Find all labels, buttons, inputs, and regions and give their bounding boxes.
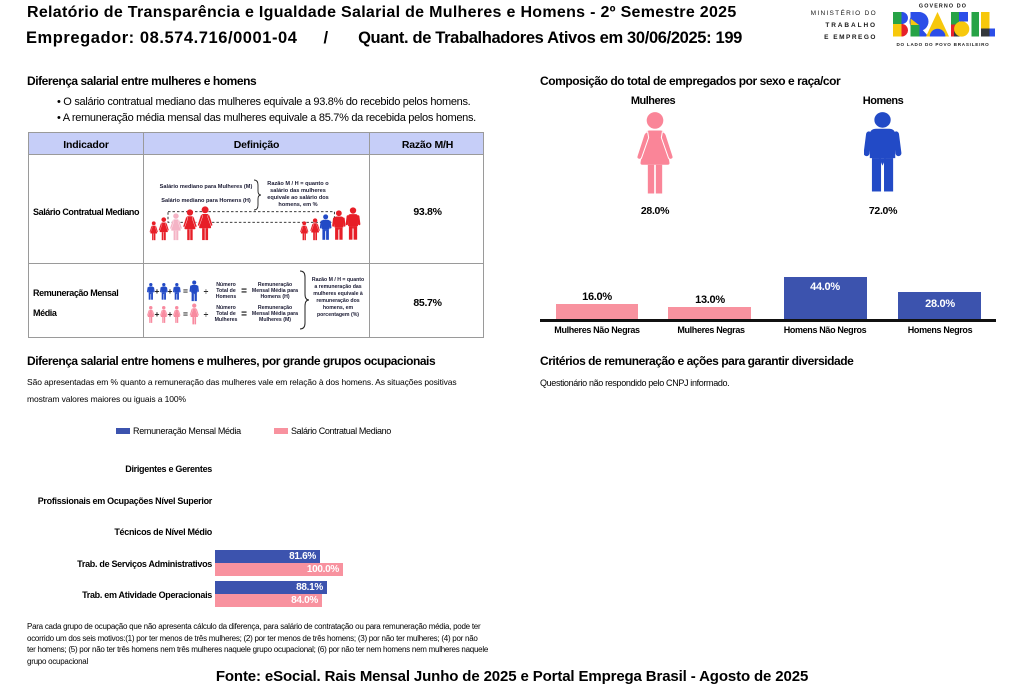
svg-text:porcentagem (%): porcentagem (%) [317, 312, 359, 318]
svg-text:a remuneração das: a remuneração das [314, 284, 361, 290]
svg-text:Remuneração: Remuneração [258, 282, 292, 288]
svg-text:Razão M / H = quanto: Razão M / H = quanto [312, 277, 364, 283]
svg-text:=: = [241, 286, 247, 297]
svg-text:Razão M / H = quanto o: Razão M / H = quanto o [267, 181, 329, 187]
svg-text:homens, em: homens, em [323, 305, 354, 311]
svg-text:Remuneração: Remuneração [258, 305, 292, 311]
svg-text:Homens: Homens [216, 294, 237, 300]
svg-text:GOVERNO DO: GOVERNO DO [919, 4, 967, 10]
svg-text:Mensal Média para: Mensal Média para [252, 288, 298, 294]
svg-text:+: + [155, 286, 160, 296]
svg-text:+: + [168, 286, 173, 296]
svg-text:Número: Número [216, 282, 236, 288]
svg-text:Homens (H): Homens (H) [260, 294, 289, 300]
svg-text:+: + [155, 309, 160, 319]
svg-text:=: = [241, 309, 247, 320]
svg-text:=: = [183, 286, 188, 296]
svg-text:equivale ao salário dos: equivale ao salário dos [267, 195, 329, 201]
svg-text:homens, em %: homens, em % [278, 202, 317, 208]
svg-text:Total de: Total de [216, 311, 236, 317]
svg-text:DO LADO DO POVO BRASILEIRO: DO LADO DO POVO BRASILEIRO [896, 42, 989, 47]
svg-text:Mensal Média para: Mensal Média para [252, 311, 298, 317]
svg-text:salário das mulheres: salário das mulheres [270, 188, 326, 194]
svg-text:Número: Número [216, 305, 236, 311]
svg-text:Salário mediano para Homens (H: Salário mediano para Homens (H) [161, 198, 251, 204]
svg-text:÷: ÷ [204, 286, 209, 296]
svg-text:Mulheres: Mulheres [215, 317, 238, 323]
svg-text:=: = [183, 309, 188, 319]
svg-text:mulheres equivale à: mulheres equivale à [313, 291, 363, 297]
svg-text:Mulheres (M): Mulheres (M) [259, 317, 291, 323]
svg-text:Salário mediano para Mulheres: Salário mediano para Mulheres (M) [160, 184, 253, 190]
svg-text:+: + [168, 309, 173, 319]
svg-text:remuneração dos: remuneração dos [316, 298, 359, 304]
svg-text:÷: ÷ [204, 309, 209, 319]
svg-text:Total de: Total de [216, 288, 236, 294]
